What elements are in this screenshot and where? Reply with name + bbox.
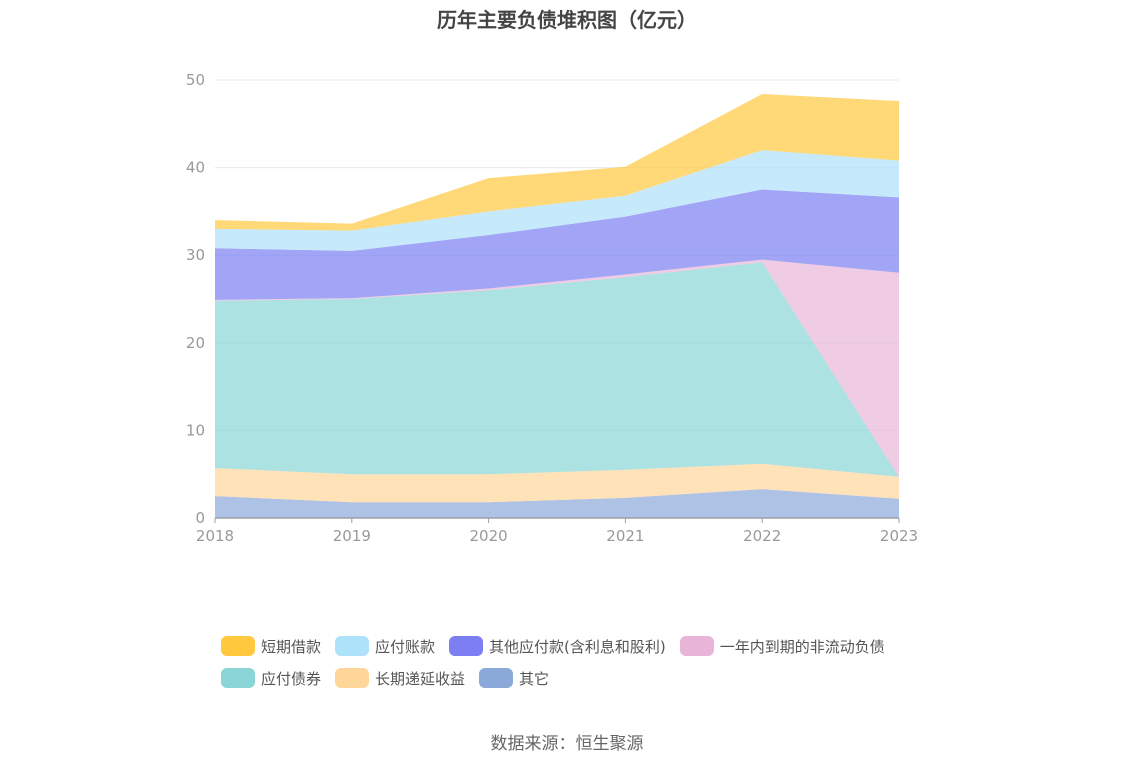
x-tick-label: 2023 <box>880 527 918 545</box>
x-tick-label: 2018 <box>196 527 234 545</box>
legend-item[interactable]: 一年内到期的非流动负债 <box>679 636 885 657</box>
legend-swatch <box>221 636 255 656</box>
legend-swatch <box>479 668 514 688</box>
x-tick-label: 2021 <box>606 527 644 545</box>
x-tick-label: 2022 <box>743 527 781 545</box>
area-series <box>215 150 899 251</box>
legend-item[interactable]: 长期递延收益 <box>335 668 465 689</box>
y-tick-label: 40 <box>186 159 205 177</box>
legend-label: 应付债券 <box>261 669 322 688</box>
chart-plot: 0 10 20 30 40 50 2018 2019 2020 2021 2022 2023 <box>186 71 918 545</box>
y-tick-label: 30 <box>186 246 205 264</box>
legend-swatch <box>221 668 255 688</box>
legend-swatch <box>449 636 484 656</box>
area-series <box>215 463 899 503</box>
area-series <box>215 259 899 477</box>
legend-item[interactable]: 其它 <box>479 668 549 689</box>
y-tick-label: 0 <box>195 509 205 527</box>
legend-label: 短期借款 <box>261 637 322 656</box>
legend: 短期借款 应付账款 其他应付款(含利息和股利) 一年内到期的非流动负债应付债券 长期递延… <box>221 630 981 694</box>
area-series <box>215 94 899 231</box>
legend-swatch <box>679 636 714 656</box>
legend-swatch <box>335 668 370 688</box>
legend-label: 长期递延收益 <box>375 669 466 688</box>
source-note: 数据来源：恒生聚源 <box>490 734 644 754</box>
y-tick-label: 50 <box>186 71 205 89</box>
legend-swatch <box>335 636 370 656</box>
chart-title: 历年主要负债堆积图（亿元） <box>437 8 697 32</box>
legend-label: 应付账款 <box>375 637 436 656</box>
x-tick-label: 2020 <box>470 527 508 545</box>
legend-item[interactable]: 其他应付款(含利息和股利) <box>449 636 666 657</box>
legend-item[interactable]: 应付账款 <box>335 636 435 657</box>
area-series <box>215 262 899 477</box>
legend-row: 应付债券 长期递延收益 其它 <box>221 662 981 694</box>
legend-item[interactable]: 短期借款 <box>221 636 321 657</box>
x-tick-label: 2019 <box>333 527 371 545</box>
legend-label: 其它 <box>519 669 550 688</box>
legend-label: 其他应付款(含利息和股利) <box>489 637 666 656</box>
y-tick-label: 20 <box>186 334 205 352</box>
legend-item[interactable]: 应付债券 <box>221 668 321 689</box>
legend-row: 短期借款 应付账款 其他应付款(含利息和股利) 一年内到期的非流动负债 <box>221 630 981 662</box>
area-series <box>215 489 899 518</box>
legend-label: 一年内到期的非流动负债 <box>719 637 885 656</box>
area-series <box>215 189 899 300</box>
y-tick-label: 10 <box>186 421 205 439</box>
